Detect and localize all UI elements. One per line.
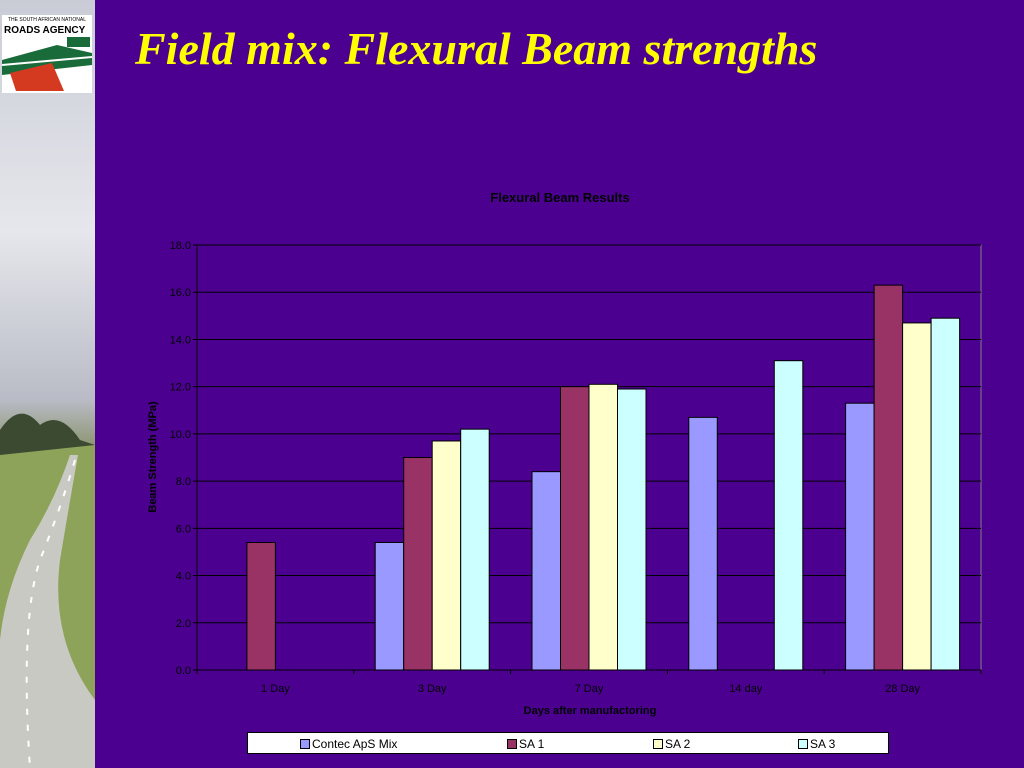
bar-contec-aps-mix-3-day [374,542,405,671]
legend-swatch-sa2 [653,739,663,749]
y-tick-label-4: 8.0 [176,476,191,488]
legend-label-sa1: SA 1 [519,737,545,751]
x-tick-label-2: 7 Day [575,683,604,695]
bar-sa-2-3-day [431,440,462,671]
legend-item-sa3: SA 3 [798,737,835,751]
bar-sa-1-7-day [560,386,590,671]
y-tick-label-9: 18.0 [170,240,191,252]
bar-sa-3-3-day [460,428,490,671]
y-tick-label-1: 2.0 [176,618,191,630]
y-tick-label-8: 16.0 [170,287,191,299]
bar-contec-aps-mix-7-day [531,471,561,671]
y-tick-label-5: 10.0 [170,429,191,441]
legend-item-sa2: SA 2 [653,737,690,751]
y-axis-label: Beam Strength (MPa) [147,401,159,513]
x-tick-label-1: 3 Day [418,683,447,695]
chart-title: Flexural Beam Results [490,190,629,205]
bar-sa-1-1-day [246,542,276,671]
road-scene [0,413,95,768]
bar-sa-1-3-day [403,457,433,671]
legend-label-sa2: SA 2 [665,737,691,751]
x-tick-label-0: 1 Day [261,683,290,695]
y-tick-label-7: 14.0 [170,334,191,346]
bar-chart: Flexural Beam Results Days after manufac… [147,190,982,717]
bar-contec-aps-mix-14-day [688,416,718,671]
legend-swatch-contec [300,739,310,749]
y-tick-label-2: 4.0 [176,571,191,583]
bar-sa-2-28-day [902,322,932,671]
decorative-road-photo: THE SOUTH AFRICAN NATIONAL ROADS AGENCY [0,0,95,768]
logo-line1: THE SOUTH AFRICAN NATIONAL [8,17,86,23]
chart-legend: Contec ApS Mix SA 1 SA 2 SA 3 [247,732,889,754]
bar-sa-2-7-day [588,383,618,671]
logo-line2: ROADS AGENCY [4,25,86,36]
y-tick-label-0: 0.0 [176,665,191,677]
bar-sa-3-7-day [617,388,647,671]
legend-item-sa1: SA 1 [507,737,544,751]
bar-contec-aps-mix-28-day [845,402,875,671]
legend-swatch-sa1 [507,739,517,749]
x-tick-label-4: 28 Day [885,683,920,695]
slide-title: Field mix: Flexural Beam strengths [135,23,818,74]
bar-sa-1-28-day [873,284,904,671]
y-tick-label-3: 6.0 [176,523,191,535]
legend-swatch-sa3 [798,739,808,749]
roads-agency-logo: THE SOUTH AFRICAN NATIONAL ROADS AGENCY [2,15,92,93]
x-axis-label: Days after manufactoring [524,705,657,717]
legend-item-contec: Contec ApS Mix [300,737,397,751]
y-tick-label-6: 12.0 [170,382,191,394]
bar-sa-3-28-day [930,317,961,671]
legend-label-sa3: SA 3 [810,737,836,751]
bar-sa-3-14-day [773,360,804,671]
x-tick-label-3: 14 day [729,683,763,695]
legend-label-contec: Contec ApS Mix [312,737,398,751]
